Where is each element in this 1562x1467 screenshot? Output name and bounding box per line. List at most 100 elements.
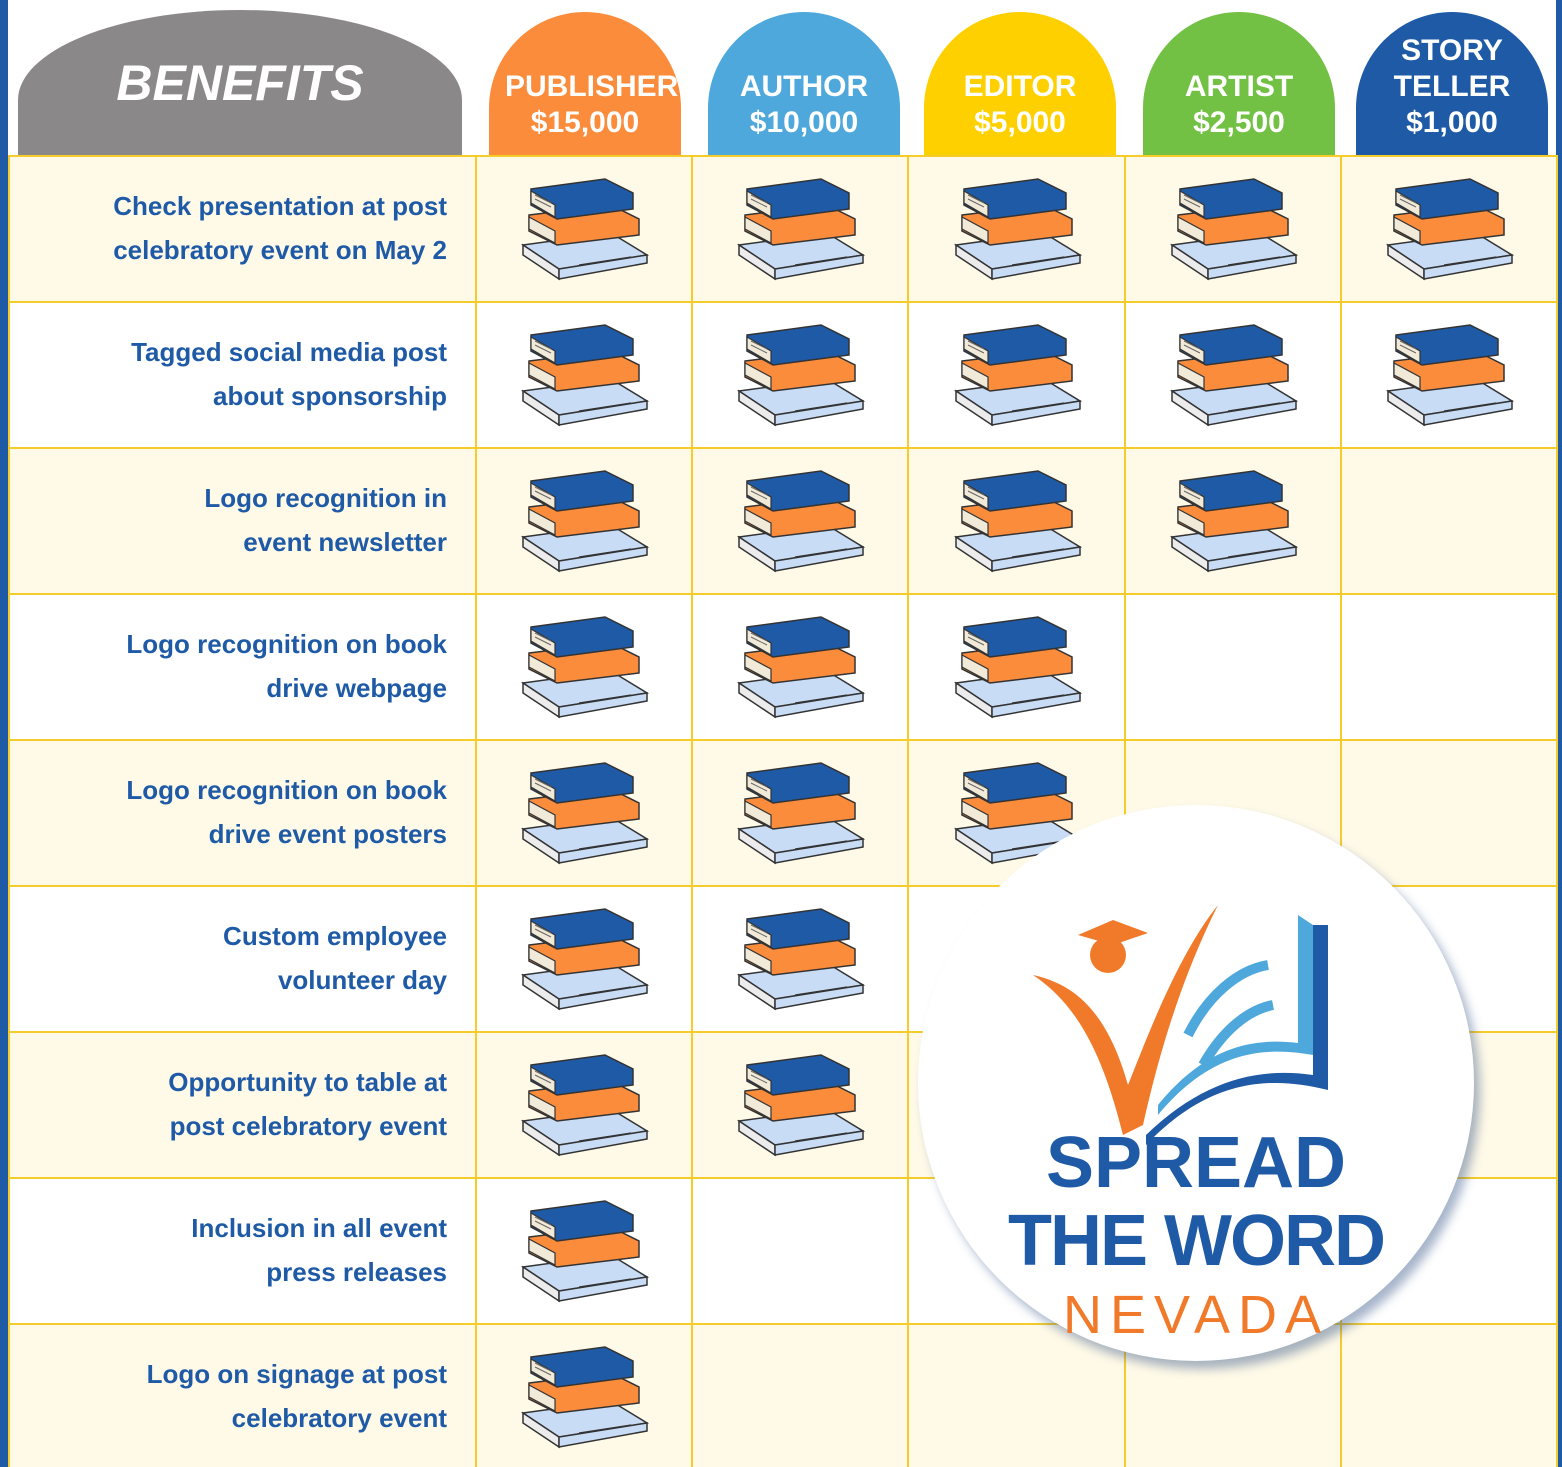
book-icon <box>1384 321 1516 427</box>
book-icon <box>952 613 1084 719</box>
tier-cell <box>691 1177 909 1325</box>
book-icon <box>1168 175 1300 281</box>
benefit-label-line: Logo on signage at post <box>146 1359 447 1389</box>
benefit-label: Opportunity to table at post celebratory … <box>8 1031 453 1177</box>
tier-cell <box>475 885 693 1033</box>
book-icon <box>952 467 1084 573</box>
benefit-label-line: celebratory event on May 2 <box>113 235 447 265</box>
book-icon <box>519 1051 651 1157</box>
benefit-label-line: drive webpage <box>266 673 447 703</box>
tier-cell <box>1124 593 1342 741</box>
logo-line: THE WORD <box>1008 1201 1386 1281</box>
tier-cell <box>691 155 909 303</box>
tier-cell <box>475 739 693 887</box>
tier-cell <box>691 447 909 595</box>
tier-name: ARTIST <box>1184 70 1294 103</box>
book-icon <box>519 759 651 865</box>
tier-price: $10,000 <box>749 106 859 139</box>
benefit-label-line: Inclusion in all event <box>191 1213 447 1243</box>
book-icon <box>735 759 867 865</box>
benefit-label-line: post celebratory event <box>169 1111 447 1141</box>
tier-cell <box>1340 1323 1558 1467</box>
tier-cell <box>691 301 909 449</box>
book-icon <box>519 613 651 719</box>
benefit-label-line: Logo recognition in <box>204 483 447 513</box>
benefit-label-line: Custom employee <box>223 921 447 951</box>
tier-price: $5,000 <box>974 106 1066 139</box>
benefit-label: Logo recognition in event newsletter <box>8 447 453 593</box>
tier-cell <box>907 301 1126 449</box>
benefit-label: Inclusion in all event press releases <box>8 1177 453 1323</box>
book-icon <box>1384 175 1516 281</box>
benefit-label: Custom employee volunteer day <box>8 885 453 1031</box>
benefit-label-line: Logo recognition on book <box>126 775 447 805</box>
tier-cell <box>1124 447 1342 595</box>
book-icon <box>1168 321 1300 427</box>
tier-cell <box>1124 301 1342 449</box>
book-icon <box>519 175 651 281</box>
benefit-cell <box>8 593 477 741</box>
tier-name: PUBLISHER <box>505 70 679 103</box>
tier-cell <box>475 1177 693 1325</box>
tier-name: STORY TELLER <box>1393 34 1511 103</box>
tier-cell <box>1340 447 1558 595</box>
tier-cell <box>907 155 1126 303</box>
book-icon <box>1168 467 1300 573</box>
benefit-label-line: Check presentation at post <box>113 191 447 221</box>
benefits-header: BENEFITS <box>18 10 462 155</box>
tier-header: AUTHOR $10,000 <box>708 12 900 155</box>
tier-cell <box>907 593 1126 741</box>
benefit-label-line: drive event posters <box>208 819 447 849</box>
benefit-label: Logo on signage at post celebratory event <box>8 1323 453 1467</box>
tier-cell <box>475 155 693 303</box>
tier-cell <box>691 1031 909 1179</box>
tier-price: $2,500 <box>1193 106 1285 139</box>
book-icon <box>735 467 867 573</box>
tier-header: PUBLISHER $15,000 <box>489 12 681 155</box>
logo-line: SPREAD <box>1045 1123 1347 1203</box>
tier-cell <box>1124 155 1342 303</box>
book-icon <box>519 1343 651 1449</box>
tier-cell <box>907 1323 1126 1467</box>
tier-cell <box>475 447 693 595</box>
benefit-cell <box>8 301 477 449</box>
left-border <box>0 0 8 1467</box>
benefit-label-line: event newsletter <box>243 527 447 557</box>
tier-name: AUTHOR <box>739 70 869 103</box>
tier-cell <box>691 885 909 1033</box>
benefit-label: Logo recognition on book drive webpage <box>8 593 453 739</box>
tier-cell <box>475 1031 693 1179</box>
book-icon <box>952 175 1084 281</box>
book-icon <box>952 321 1084 427</box>
tier-price: $15,000 <box>530 106 640 139</box>
tier-cell <box>907 447 1126 595</box>
book-icon <box>519 321 651 427</box>
tier-cell <box>1340 155 1558 303</box>
benefit-label-line: press releases <box>266 1257 447 1287</box>
book-icon <box>735 613 867 719</box>
book-icon <box>735 1051 867 1157</box>
tier-header: EDITOR $5,000 <box>924 12 1116 155</box>
benefit-label-line: volunteer day <box>277 965 447 995</box>
tier-cell <box>691 1323 909 1467</box>
logo-line: NEVADA <box>1062 1285 1330 1345</box>
book-icon <box>952 759 1084 865</box>
right-border <box>1556 0 1562 1467</box>
logo-graphic <box>1033 905 1328 1145</box>
tier-cell <box>475 1323 693 1467</box>
benefit-label-line: Tagged social media post <box>131 337 447 367</box>
logo-circle: SPREAD THE WORD NEVADA <box>918 805 1474 1361</box>
book-icon <box>735 905 867 1011</box>
tier-cell <box>475 593 693 741</box>
tier-header: STORY TELLER $1,000 <box>1356 12 1548 155</box>
tier-name: EDITOR <box>963 70 1077 103</box>
tier-cell <box>691 739 909 887</box>
benefit-label: Logo recognition on book drive event post… <box>8 739 453 885</box>
book-icon <box>519 467 651 573</box>
benefit-label-line: celebratory event <box>231 1403 447 1433</box>
tier-cell <box>691 593 909 741</box>
book-icon <box>735 175 867 281</box>
tier-header: ARTIST $2,500 <box>1143 12 1335 155</box>
benefit-label-line: Opportunity to table at <box>168 1067 447 1097</box>
